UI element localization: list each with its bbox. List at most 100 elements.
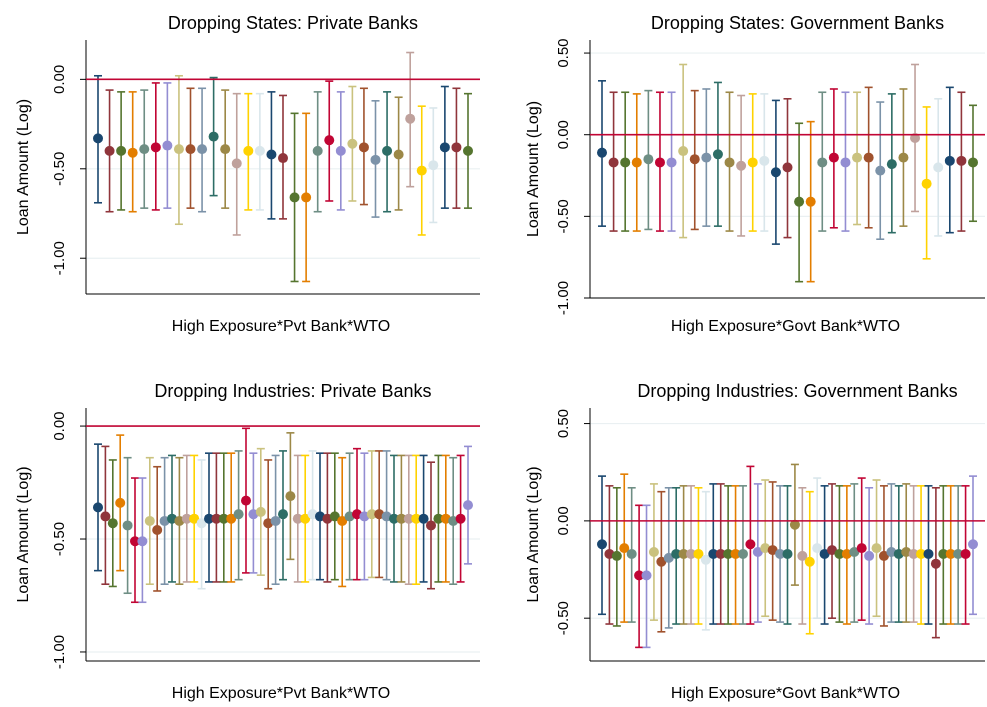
point-marker <box>767 545 778 556</box>
point-marker <box>875 165 886 176</box>
point-marker <box>956 155 967 166</box>
point-marker <box>389 513 399 524</box>
point-marker <box>730 548 741 559</box>
point-marker <box>455 513 466 524</box>
point-marker <box>189 513 200 524</box>
point-marker <box>301 192 312 203</box>
point-marker <box>701 152 712 163</box>
point-marker <box>852 152 863 163</box>
point-marker <box>864 550 875 561</box>
point-marker <box>804 556 815 567</box>
point-marker <box>139 144 150 155</box>
point-marker <box>945 548 956 559</box>
point-marker <box>382 145 393 156</box>
point-marker <box>908 548 919 559</box>
y-axis-label: Loan Amount (Log) <box>15 99 32 235</box>
point-marker <box>396 513 407 524</box>
point-marker <box>255 506 266 517</box>
point-marker <box>689 154 700 165</box>
point-marker <box>643 154 654 165</box>
y-tick-label: -0.50 <box>555 601 572 635</box>
point-marker <box>173 144 184 155</box>
point-marker <box>789 519 800 530</box>
point-marker <box>93 502 103 513</box>
point-marker <box>104 145 115 156</box>
point-marker <box>597 147 607 158</box>
point-marker <box>241 495 251 506</box>
point-marker <box>828 152 839 163</box>
point-marker <box>278 153 288 164</box>
point-marker <box>144 515 155 526</box>
point-marker <box>335 145 346 156</box>
point-marker <box>923 548 934 559</box>
point-marker <box>856 543 867 554</box>
point-marker <box>162 140 173 151</box>
data-marks <box>93 427 473 604</box>
y-axis-label: Loan Amount (Log) <box>525 101 542 237</box>
point-marker <box>463 145 473 156</box>
y-tick-label: -0.50 <box>51 522 68 556</box>
point-marker <box>403 513 414 524</box>
y-tick-label: -0.50 <box>51 152 68 186</box>
y-tick-label: 0.00 <box>555 120 572 149</box>
point-marker <box>700 554 711 565</box>
point-marker <box>817 157 828 168</box>
point-marker <box>663 552 674 563</box>
point-marker <box>805 196 816 207</box>
chart-title: Dropping Industries: Government Banks <box>637 381 957 401</box>
point-marker <box>300 513 311 524</box>
point-marker <box>953 548 964 559</box>
point-marker <box>115 497 126 508</box>
point-marker <box>930 558 941 569</box>
point-marker <box>938 548 949 559</box>
point-marker <box>724 157 735 168</box>
point-marker <box>686 548 697 559</box>
point-marker <box>916 548 927 559</box>
point-marker <box>608 157 619 168</box>
x-axis-label: High Exposure*Pvt Bank*WTO <box>172 318 390 335</box>
point-marker <box>620 157 631 168</box>
point-marker <box>337 515 348 526</box>
point-marker <box>416 165 427 176</box>
y-tick-label: -1.00 <box>51 241 68 275</box>
point-marker <box>329 511 340 522</box>
chart-panel-2: Dropping States: Government Banks High Ex… <box>525 13 985 335</box>
point-marker <box>886 159 897 170</box>
point-marker <box>433 513 444 524</box>
point-marker <box>968 157 978 168</box>
point-marker <box>715 548 726 559</box>
point-marker <box>451 142 462 153</box>
point-marker <box>208 131 219 142</box>
point-marker <box>324 135 335 146</box>
point-marker <box>278 509 288 520</box>
point-marker <box>611 550 622 561</box>
point-marker <box>130 536 140 547</box>
point-marker <box>708 548 719 559</box>
point-marker <box>411 513 422 524</box>
point-marker <box>347 138 358 149</box>
point-marker <box>439 142 450 153</box>
point-marker <box>152 524 163 535</box>
y-axis-label: Loan Amount (Log) <box>525 466 542 602</box>
point-marker <box>878 550 889 561</box>
point-marker <box>745 539 756 550</box>
point-marker <box>693 548 704 559</box>
point-marker <box>737 548 748 559</box>
point-marker <box>370 154 381 165</box>
point-marker <box>752 547 763 558</box>
point-marker <box>231 158 242 169</box>
point-marker <box>285 491 296 502</box>
point-marker <box>597 539 607 550</box>
point-marker <box>619 543 630 554</box>
point-marker <box>759 155 770 166</box>
point-marker <box>944 155 955 166</box>
point-marker <box>631 157 642 168</box>
point-marker <box>289 192 300 203</box>
point-marker <box>107 518 118 529</box>
y-tick-label: 0.00 <box>51 65 68 94</box>
point-marker <box>827 545 838 556</box>
point-marker <box>656 556 667 567</box>
point-marker <box>736 160 747 171</box>
